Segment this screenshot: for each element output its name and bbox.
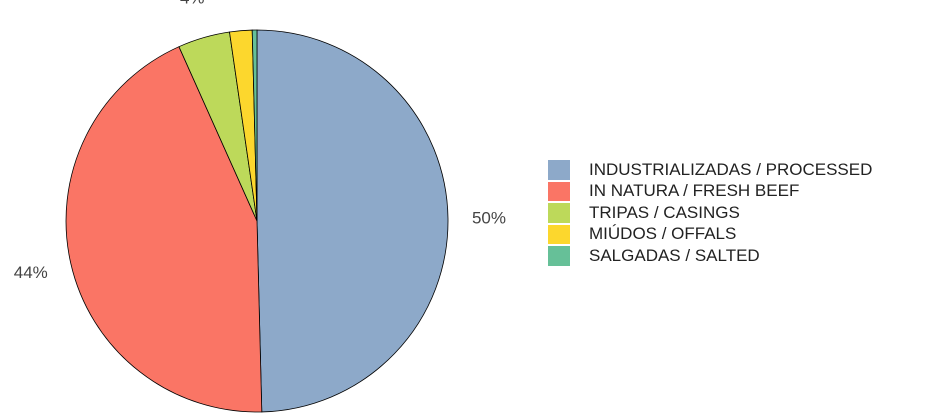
legend-label: TRIPAS / CASINGS [589,202,740,222]
pie-slice-industrializadas-processed [256,29,449,413]
legend-item-industrializadas-processed: INDUSTRIALIZADAS / PROCESSED [547,159,872,181]
pie-slice-salgadas-salted [251,29,258,222]
legend-swatch [547,202,571,224]
pie-slices [65,29,449,413]
pie-labels: 50%44%4%2%0% [14,0,506,282]
pie-label-in-natura-fresh-beef: 44% [14,263,48,282]
legend-item-in-natura-fresh-beef: IN NATURA / FRESH BEEF [547,180,872,202]
legend-label: IN NATURA / FRESH BEEF [589,181,800,201]
legend-item-tripas-casings: TRIPAS / CASINGS [547,202,872,224]
legend: INDUSTRIALIZADAS / PROCESSED IN NATURA / … [547,159,872,267]
legend-item-salgadas-salted: SALGADAS / SALTED [547,245,872,267]
legend-label: INDUSTRIALIZADAS / PROCESSED [589,159,873,179]
legend-swatch [547,223,571,245]
pie-label-industrializadas-processed: 50% [472,209,506,228]
legend-swatch [547,245,571,267]
legend-item-miudos-offals: MIÚDOS / OFFALS [547,223,872,245]
legend-label: SALGADAS / SALTED [589,245,760,265]
pie-slice-in-natura-fresh-beef [65,46,263,413]
legend-swatch [547,159,571,181]
pie-label-tripas-casings: 4% [180,0,205,8]
legend-swatch [547,180,571,202]
legend-label: MIÚDOS / OFFALS [589,224,737,244]
